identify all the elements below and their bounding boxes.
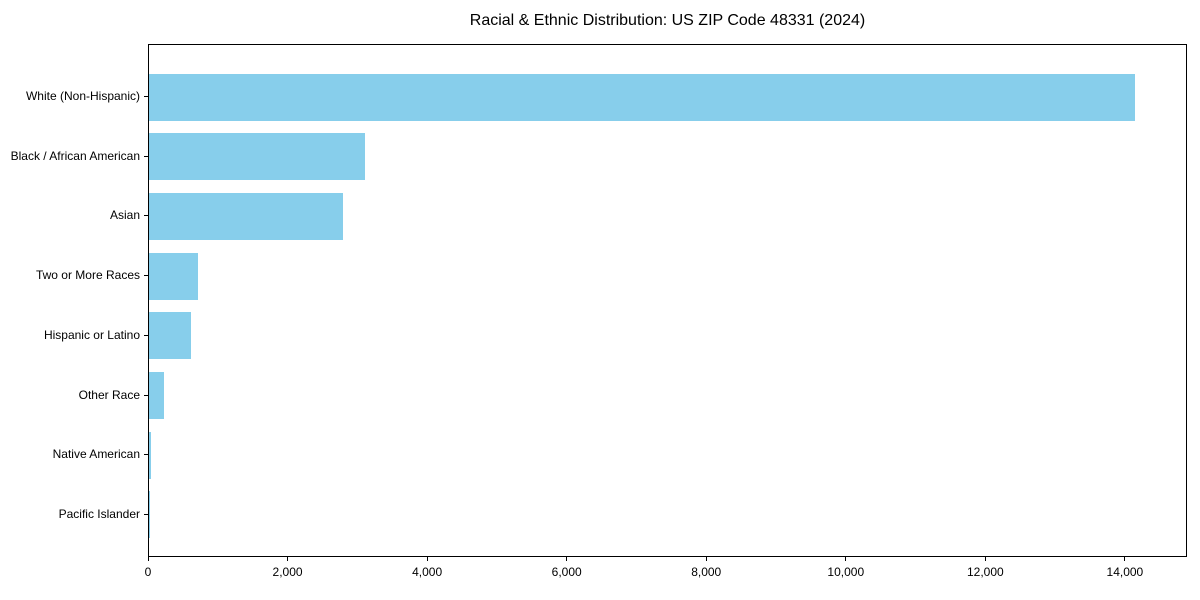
y-axis-tick-label: Native American xyxy=(52,447,140,462)
y-axis-tick-label: Two or More Races xyxy=(35,268,140,283)
x-axis-tick-label: 12,000 xyxy=(966,565,1004,579)
x-axis-tick xyxy=(705,557,707,561)
bar-pacific-islander xyxy=(149,491,150,539)
y-axis-tick xyxy=(144,215,148,217)
x-axis-tick xyxy=(845,557,847,561)
y-axis-tick-label: Asian xyxy=(109,208,140,223)
bar-asian xyxy=(149,192,344,240)
y-axis-tick-label: Other Race xyxy=(78,387,140,402)
y-axis-tick xyxy=(144,96,148,97)
bar-black-african-american xyxy=(149,133,365,181)
y-axis-tick xyxy=(144,155,148,157)
bar-hispanic-or-latino xyxy=(149,312,191,360)
x-axis-tick-label: 2,000 xyxy=(272,565,303,579)
y-axis-tick xyxy=(144,334,148,336)
y-axis-tick-label: Pacific Islander xyxy=(58,506,140,521)
bar-white-non-hispanic xyxy=(149,73,1136,121)
x-axis-tick xyxy=(426,557,428,561)
y-axis-tick xyxy=(144,454,148,456)
x-axis-tick xyxy=(287,557,289,561)
chart-title: Racial & Ethnic Distribution: US ZIP Cod… xyxy=(469,12,866,29)
x-axis-tick-label: 0 xyxy=(144,565,152,579)
x-axis-tick xyxy=(1124,557,1126,561)
y-axis-tick xyxy=(144,275,148,277)
x-axis-tick xyxy=(984,557,986,561)
y-axis-tick xyxy=(144,394,148,396)
y-axis-tick xyxy=(144,513,148,515)
bar-two-or-more-races xyxy=(149,252,199,300)
x-axis-tick-label: 6,000 xyxy=(551,565,582,579)
y-axis-tick-label: White (Non-Hispanic) xyxy=(25,89,140,103)
bar-native-american xyxy=(149,431,151,479)
x-axis-tick-label: 8,000 xyxy=(691,565,722,579)
y-axis-tick-label: Black / African American xyxy=(10,148,140,163)
x-axis-tick-label: 4,000 xyxy=(412,565,443,579)
x-axis-tick-label: 14,000 xyxy=(1106,565,1144,579)
y-axis-tick-label: Hispanic or Latino xyxy=(43,327,140,342)
plot-area xyxy=(148,44,1187,557)
x-axis-tick-label: 10,000 xyxy=(827,565,865,579)
x-axis-tick xyxy=(147,557,149,561)
bar-other-race xyxy=(149,372,164,419)
x-axis-tick xyxy=(566,557,568,561)
